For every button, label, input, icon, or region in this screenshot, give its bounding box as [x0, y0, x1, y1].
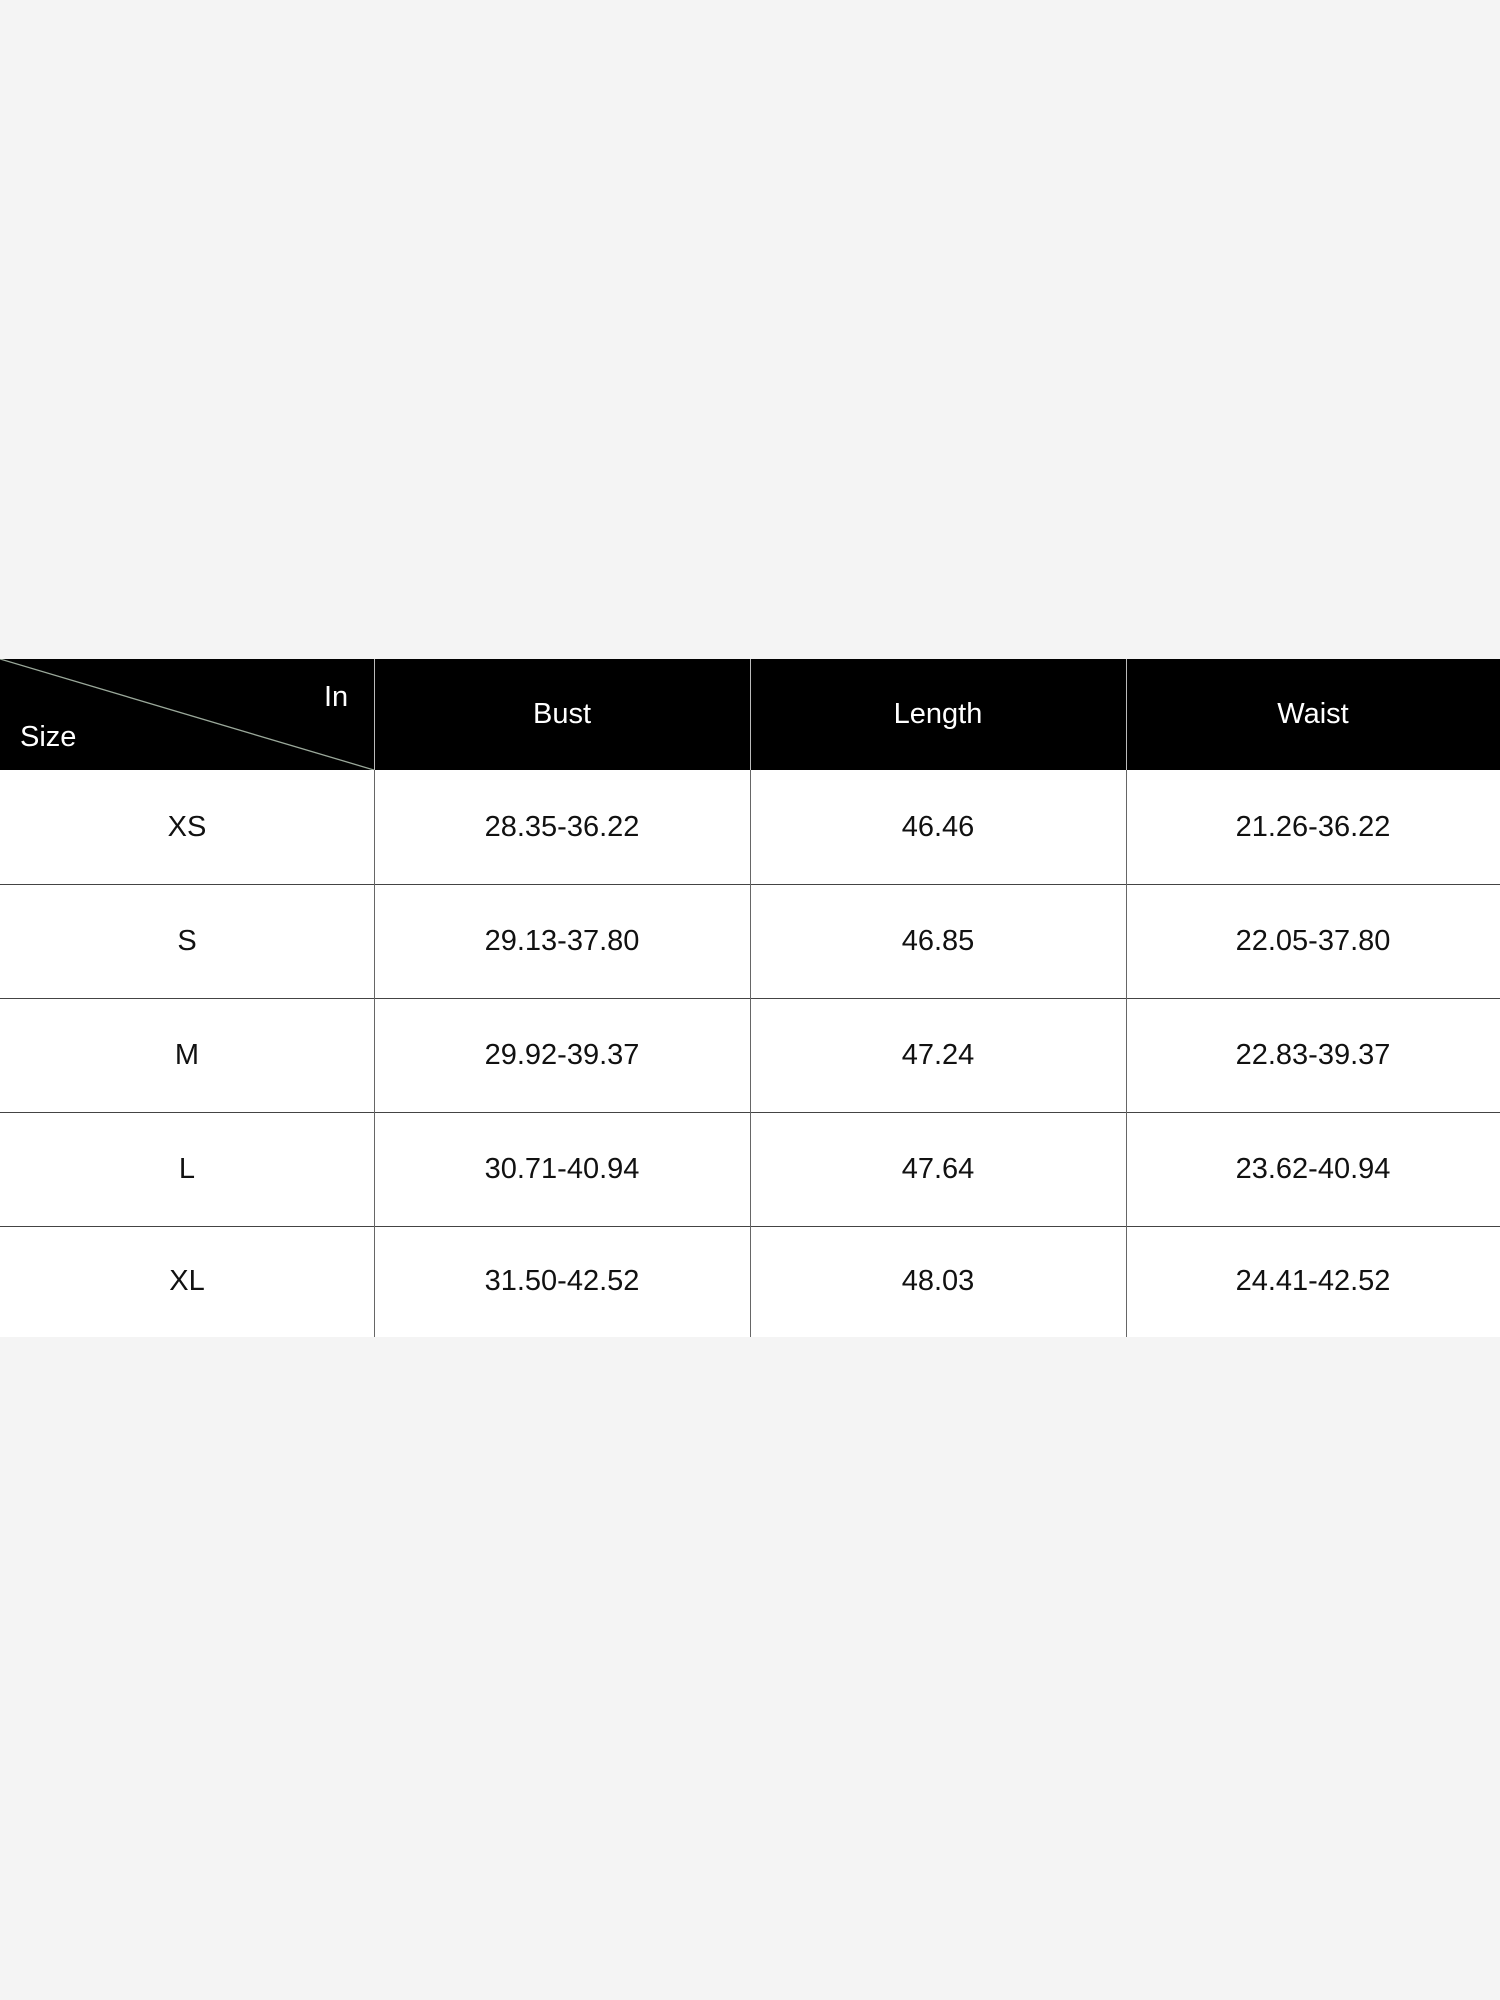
column-divider — [750, 659, 751, 1337]
header-divider — [374, 659, 375, 770]
measurement-cell: 21.26-36.22 — [1235, 810, 1391, 843]
measurement-cell: 28.35-36.22 — [484, 810, 640, 843]
header-divider — [750, 659, 751, 770]
measurement-cell: 30.71-40.94 — [484, 1152, 640, 1185]
measurement-cell: 22.83-39.37 — [1235, 1038, 1391, 1071]
measurement-cell: 29.13-37.80 — [484, 924, 640, 957]
column-divider — [1126, 659, 1127, 1337]
measurement-cell: 47.24 — [901, 1038, 975, 1071]
header-waist: Waist — [1277, 698, 1349, 730]
measurement-cell: 23.62-40.94 — [1235, 1152, 1391, 1185]
column-divider — [374, 659, 375, 1337]
size-cell: XS — [167, 810, 207, 843]
unit-label: In — [324, 681, 349, 713]
measurement-cell: 46.46 — [901, 810, 975, 843]
header-divider — [1126, 659, 1127, 770]
header-bust: Bust — [532, 698, 592, 730]
measurement-cell: 22.05-37.80 — [1235, 924, 1391, 957]
size-label: Size — [20, 721, 77, 753]
size-cell: L — [178, 1152, 196, 1185]
size-cell: XL — [169, 1265, 205, 1297]
measurement-cell: 31.50-42.52 — [484, 1265, 640, 1297]
size-cell: M — [174, 1038, 200, 1071]
corner-diagonal — [0, 659, 374, 770]
measurement-cell: 47.64 — [901, 1152, 975, 1185]
header-length: Length — [893, 698, 983, 730]
measurement-cell: 46.85 — [901, 924, 975, 957]
measurement-cell: 29.92-39.37 — [484, 1038, 640, 1071]
size-cell: S — [177, 924, 197, 957]
measurement-cell: 48.03 — [901, 1265, 975, 1297]
size-chart-table: In Size Bust Length Waist XS 28.35-36.22 4… — [0, 659, 1500, 1337]
measurement-cell: 24.41-42.52 — [1235, 1265, 1391, 1297]
